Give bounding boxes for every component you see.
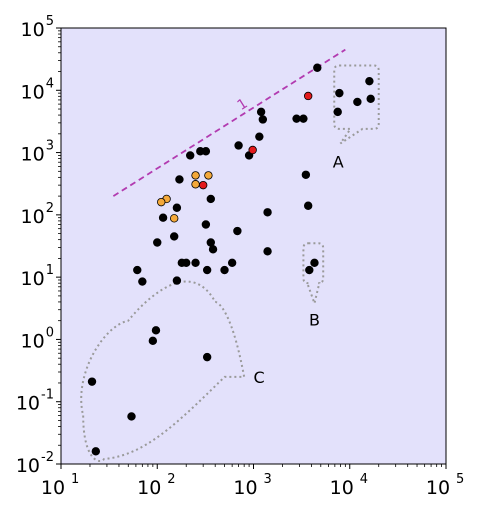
data-point-orange [157,197,166,207]
x-tick-label: 10 [41,477,65,499]
callout-c-region [80,280,246,462]
y-tick-exponent: 4 [46,76,54,91]
y-tick-exponent: -1 [41,388,54,403]
y-tick-label: 10 [21,19,45,41]
data-point-orange [191,171,200,180]
data-point-black [335,88,344,98]
data-point-black [258,115,268,124]
y-tick-exponent: 2 [46,201,54,216]
reference-line [112,48,346,197]
data-point-black [182,258,191,267]
x-tick-exponent: 4 [360,472,368,487]
y-tick-label: 10 [21,268,45,290]
y-tick-exponent: 3 [46,139,54,154]
callout-group: A B C [80,64,380,462]
data-points [87,63,375,456]
data-point-black [263,208,272,217]
data-point-black [305,265,314,275]
data-point-black [310,258,319,267]
data-point-black [366,94,375,103]
x-axis: 10 1 10 2 10 3 10 4 10 5 [41,464,464,499]
data-point-black [220,265,229,275]
y-tick-label: 10 [21,330,45,352]
data-point-red [198,180,208,190]
data-point-black [172,203,182,212]
data-point-black [158,213,168,222]
data-point-black [292,114,301,123]
data-point-black [353,97,362,107]
x-tick-label: 10 [233,477,257,499]
y-tick-exponent: 5 [46,14,54,29]
data-point-black [186,151,195,160]
x-tick-exponent: 2 [167,472,175,487]
data-point-black [153,238,162,247]
y-tick-label: 10 [21,206,45,228]
data-point-black [234,141,243,150]
data-point-black [138,277,147,286]
data-point-black [333,107,342,117]
data-point-red [303,91,313,101]
callout-b-box [302,242,325,307]
x-tick-label: 10 [330,477,354,499]
data-point-black [148,336,158,346]
data-point-orange [191,180,200,189]
data-point-black [365,76,374,86]
callout-label: A [333,152,344,171]
data-point-black [233,226,242,236]
data-point-black [301,170,311,179]
y-tick-exponent: 1 [46,263,54,278]
data-point-black [263,247,272,256]
y-tick-label: 10 [16,393,40,415]
data-point-black [87,377,97,386]
data-point-orange [204,171,213,180]
data-point-black [227,258,237,267]
data-point-black [206,194,215,204]
data-point-black [172,276,182,285]
data-point-black [313,63,322,72]
data-point-black [133,265,142,275]
x-tick-label: 10 [137,477,161,499]
data-point-black [208,245,218,254]
callout-label: B [309,310,320,329]
data-point-black [91,447,101,456]
y-tick-exponent: -2 [41,450,54,465]
data-point-black [202,352,212,362]
data-point-black [127,412,136,421]
x-tick-exponent: 1 [71,472,79,487]
y-tick-label: 10 [21,81,45,103]
data-point-black [303,201,313,210]
data-point-red [248,145,257,155]
y-tick-exponent: 0 [46,325,54,340]
x-tick-label: 10 [426,477,450,499]
x-tick-exponent: 3 [264,472,272,487]
data-point-black [191,258,200,267]
data-point-black [256,107,266,117]
x-tick-exponent: 5 [456,472,464,487]
data-point-black [169,232,179,241]
y-tick-label: 10 [16,455,40,477]
data-point-black [151,326,161,335]
data-point-black [202,265,212,275]
data-point-black [175,175,184,184]
y-tick-label: 10 [21,144,45,166]
callout-a-box [333,64,380,145]
callout-label: C [254,368,265,387]
data-point-orange [169,214,179,223]
plot-area [61,28,446,464]
data-point-black [201,220,211,229]
data-point-black [299,114,308,123]
data-point-black [201,147,211,156]
data-point-black [255,132,264,141]
